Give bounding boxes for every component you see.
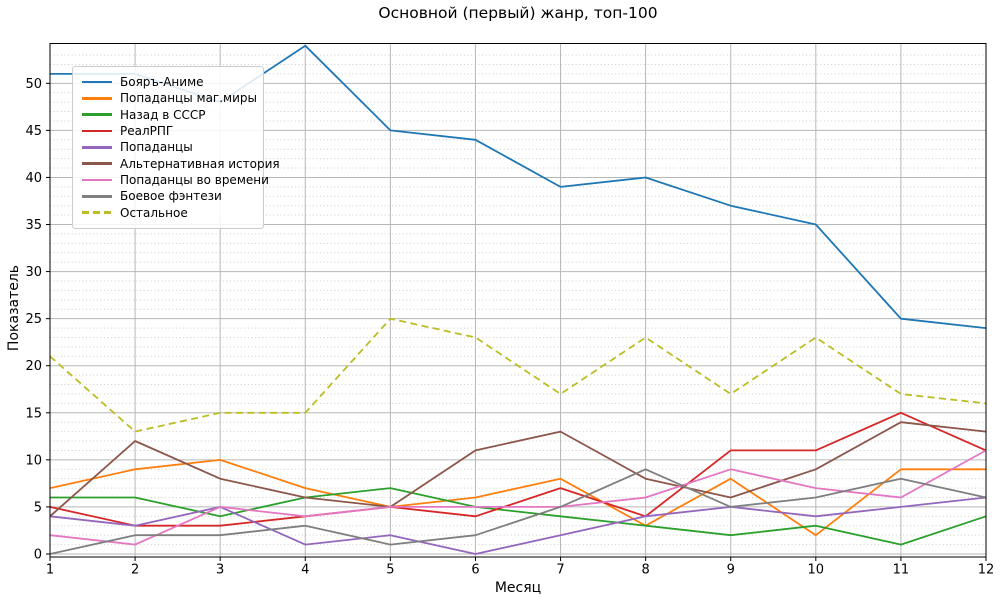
x-tick-labels: 1 2 3 4 5 6 7 8 9 10 11 12 — [46, 563, 994, 578]
legend-line-swatch — [82, 146, 112, 149]
legend-label: Попаданцы — [120, 140, 193, 155]
chart-title: Основной (первый) жанр, топ-100 — [378, 4, 658, 22]
series-line-6 — [49, 449, 987, 546]
axis-ticks — [46, 82, 987, 561]
legend-line-swatch — [82, 162, 112, 165]
legend-line-swatch — [82, 194, 112, 198]
x-tick-label-1: 1 — [46, 563, 54, 578]
legend-line-swatch — [82, 80, 112, 84]
y-tick-label-15: 15 — [25, 406, 42, 421]
y-tick-label-45: 45 — [25, 124, 42, 139]
legend-label: Бояръ-Аниме — [120, 75, 204, 90]
series-line-4 — [49, 496, 987, 555]
legend-item-4: Попаданцы — [82, 139, 253, 155]
legend-line-swatch — [82, 211, 112, 214]
x-tick-label-5: 5 — [386, 563, 394, 578]
series-line-5 — [49, 421, 987, 517]
x-tick-label-2: 2 — [131, 563, 139, 578]
x-tick-label-4: 4 — [301, 563, 309, 578]
legend-line-swatch — [82, 113, 112, 117]
legend-line-swatch — [82, 178, 112, 182]
legend-label: РеалРПГ — [120, 124, 174, 139]
legend-line-swatch — [82, 129, 112, 133]
legend-label: Назад в СССР — [120, 107, 206, 122]
series-line-3 — [49, 411, 987, 527]
y-tick-label-25: 25 — [25, 312, 42, 327]
series-line-8 — [49, 317, 987, 433]
legend-label: Альтернативная история — [120, 156, 280, 171]
data-series-lines — [49, 44, 987, 555]
y-tick-label-30: 30 — [25, 265, 42, 280]
legend-item-3: РеалРПГ — [82, 123, 253, 139]
legend-item-6: Попаданцы во времени — [82, 172, 269, 188]
legend-label: Попаданцы во времени — [120, 172, 269, 187]
x-tick-label-11: 11 — [893, 563, 910, 578]
legend-item-5: Альтернативная история — [82, 155, 280, 171]
y-tick-label-0: 0 — [34, 547, 42, 562]
x-tick-label-10: 10 — [808, 563, 825, 578]
grid-minor-lines — [50, 54, 986, 546]
x-tick-label-7: 7 — [556, 563, 564, 578]
legend-line-swatch — [82, 97, 112, 100]
legend-item-2: Назад в СССР — [82, 107, 253, 123]
y-tick-label-50: 50 — [25, 77, 42, 92]
x-tick-label-3: 3 — [216, 563, 224, 578]
y-tick-label-35: 35 — [25, 218, 42, 233]
x-tick-label-9: 9 — [727, 563, 735, 578]
y-tick-label-20: 20 — [25, 359, 42, 374]
y-tick-labels: 0 5 10 15 20 25 30 35 40 45 50 — [25, 77, 42, 563]
series-line-7 — [49, 468, 987, 555]
x-axis-label: Месяц — [494, 580, 542, 596]
y-tick-label-10: 10 — [25, 453, 42, 468]
legend-item-7: Боевое фэнтези — [82, 188, 253, 204]
x-tick-label-8: 8 — [641, 563, 649, 578]
y-tick-label-5: 5 — [34, 500, 42, 515]
legend-item-1: Попаданцы маг.миры — [82, 90, 257, 106]
x-tick-label-6: 6 — [471, 563, 479, 578]
legend-box: Бояръ-Аниме Попаданцы маг.миры Назад в ССС… — [72, 66, 280, 229]
legend-item-0: Бояръ-Аниме — [82, 74, 253, 90]
series-line-1 — [49, 458, 986, 537]
legend-label: Попаданцы маг.миры — [120, 91, 257, 106]
legend-label: Боевое фэнтези — [120, 189, 222, 204]
legend-item-8: Остальное — [82, 204, 253, 220]
x-tick-label-12: 12 — [978, 563, 995, 578]
plot-frame — [49, 43, 987, 558]
y-tick-label-40: 40 — [25, 171, 42, 186]
legend-label: Остальное — [120, 205, 188, 220]
y-axis-label: Показатель — [6, 264, 22, 352]
